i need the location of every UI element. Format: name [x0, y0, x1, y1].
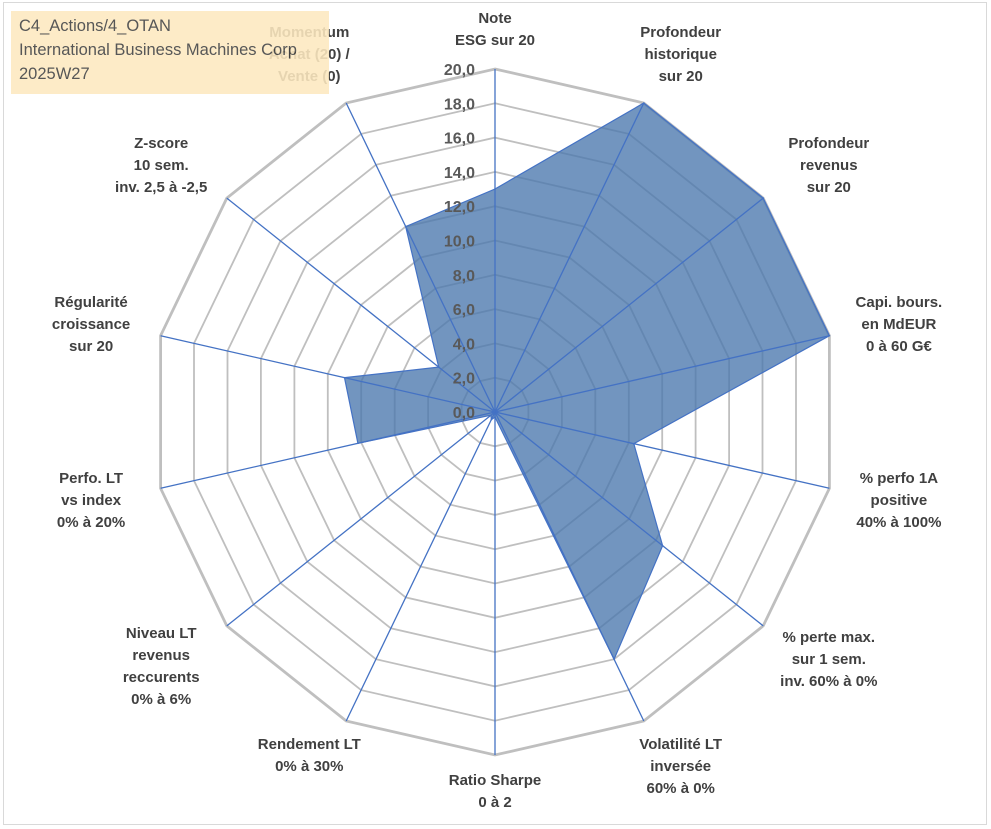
axis-label-line: % perte max.: [783, 629, 876, 646]
axis-label-line: 60% à 0%: [647, 780, 715, 797]
axis-label-line: reccurents: [123, 669, 200, 686]
axis-label-line: positive: [871, 492, 928, 509]
axis-label-line: Profondeur: [788, 135, 869, 152]
axis-spoke: [160, 411, 496, 489]
radar-spokes: [160, 69, 830, 755]
axis-label: Perfo. LT vs index 0% à 20%: [57, 470, 125, 531]
axis-label: Z-score 10 sem. inv. 2,5 à -2,5: [115, 135, 207, 196]
axis-label-line: sur 20: [659, 68, 703, 85]
axis-label: % perte max. sur 1 sem. inv. 60% à 0%: [780, 629, 877, 690]
axis-label-line: revenus: [132, 647, 190, 664]
axis-label-line: 0 à 2: [478, 794, 511, 811]
axis-spoke: [345, 411, 496, 722]
axis-label-line: Perfo. LT: [59, 470, 123, 487]
axis-label-line: 0% à 30%: [275, 758, 343, 775]
axis-label-line: sur 20: [69, 338, 113, 355]
axis-label: Profondeur revenus sur 20: [788, 135, 869, 196]
axis-spoke: [494, 102, 645, 413]
tick-label: 12,0: [444, 199, 475, 216]
axis-spoke: [226, 411, 496, 627]
tick-label: 0,0: [453, 405, 475, 422]
axis-label: Profondeur historique sur 20: [640, 24, 721, 85]
axis-label-line: Régularité: [54, 294, 127, 311]
axis-spoke: [494, 411, 764, 627]
axis-label-line: Volatilité LT: [639, 736, 722, 753]
series-area: [343, 102, 831, 661]
axis-spoke: [226, 197, 496, 413]
axis-label-line: Note: [478, 10, 511, 27]
axis-label: Volatilité LT inversée 60% à 0%: [639, 736, 722, 797]
axis-label-line: en MdEUR: [861, 316, 936, 333]
axis-label-line: 0 à 60 G€: [866, 338, 933, 355]
axis-label-line: Rendement LT: [258, 736, 361, 753]
axis-label-line: 0% à 6%: [131, 691, 191, 708]
radar-series: [343, 102, 831, 661]
axis-label-line: Ratio Sharpe: [449, 772, 542, 789]
axis-spoke: [160, 335, 496, 413]
axis-label-line: inversée: [650, 758, 711, 775]
axis-label: Note ESG sur 20: [455, 10, 535, 49]
axis-label: Rendement LT 0% à 30%: [258, 736, 361, 775]
axis-label: Capi. bours. en MdEUR 0 à 60 G€: [856, 294, 943, 355]
info-week: 2025W27: [19, 65, 90, 83]
tick-label: 10,0: [444, 234, 475, 251]
tick-label: 8,0: [453, 268, 475, 285]
axis-spoke: [345, 102, 496, 413]
axis-label-line: sur 20: [807, 179, 851, 196]
axis-label-line: 10 sem.: [134, 157, 189, 174]
axis-label-line: inv. 2,5 à -2,5: [115, 179, 207, 196]
axis-spoke: [494, 411, 645, 722]
axis-labels: Note ESG sur 20 Profondeur historique sur 20…: [52, 10, 942, 811]
tick-label: 14,0: [444, 165, 475, 182]
info-company: International Business Machines Corp: [19, 41, 297, 59]
axis-label-line: sur 1 sem.: [792, 651, 866, 668]
axis-label: % perfo 1A positive 40% à 100%: [856, 470, 941, 531]
tick-label: 18,0: [444, 96, 475, 113]
axis-label-line: % perfo 1A: [860, 470, 939, 487]
tick-label: 6,0: [453, 302, 475, 319]
axis-label-line: revenus: [800, 157, 858, 174]
axis-label: Ratio Sharpe 0 à 2: [449, 772, 542, 811]
axis-spoke: [494, 197, 764, 413]
axis-label: Niveau LT revenus reccurents 0% à 6%: [123, 625, 200, 708]
axis-label-line: vs index: [61, 492, 122, 509]
tick-label: 4,0: [453, 336, 475, 353]
tick-label: 20,0: [444, 62, 475, 79]
axis-label-line: historique: [644, 46, 717, 63]
axis-label-line: Z-score: [134, 135, 188, 152]
tick-label: 16,0: [444, 131, 475, 148]
axis-label-line: inv. 60% à 0%: [780, 673, 877, 690]
axis-label: Régularité croissance sur 20: [52, 294, 130, 355]
axis-label-line: croissance: [52, 316, 130, 333]
tick-label: 2,0: [453, 371, 475, 388]
radial-tick-labels: 0,0 2,0 4,0 6,0 8,0 10,0 12,0 14,0 16,0 18,0 20,0: [444, 62, 475, 422]
axis-label-line: Niveau LT: [126, 625, 197, 642]
axis-label-line: 40% à 100%: [856, 514, 941, 531]
axis-spoke: [494, 411, 830, 489]
info-portfolio: C4_Actions/4_OTAN: [19, 17, 171, 35]
info-box: C4_Actions/4_OTAN International Business…: [11, 11, 329, 94]
axis-label-line: ESG sur 20: [455, 32, 535, 49]
axis-spoke: [494, 335, 830, 413]
axis-label-line: Capi. bours.: [856, 294, 943, 311]
axis-label-line: 0% à 20%: [57, 514, 125, 531]
axis-label-line: Profondeur: [640, 24, 721, 41]
